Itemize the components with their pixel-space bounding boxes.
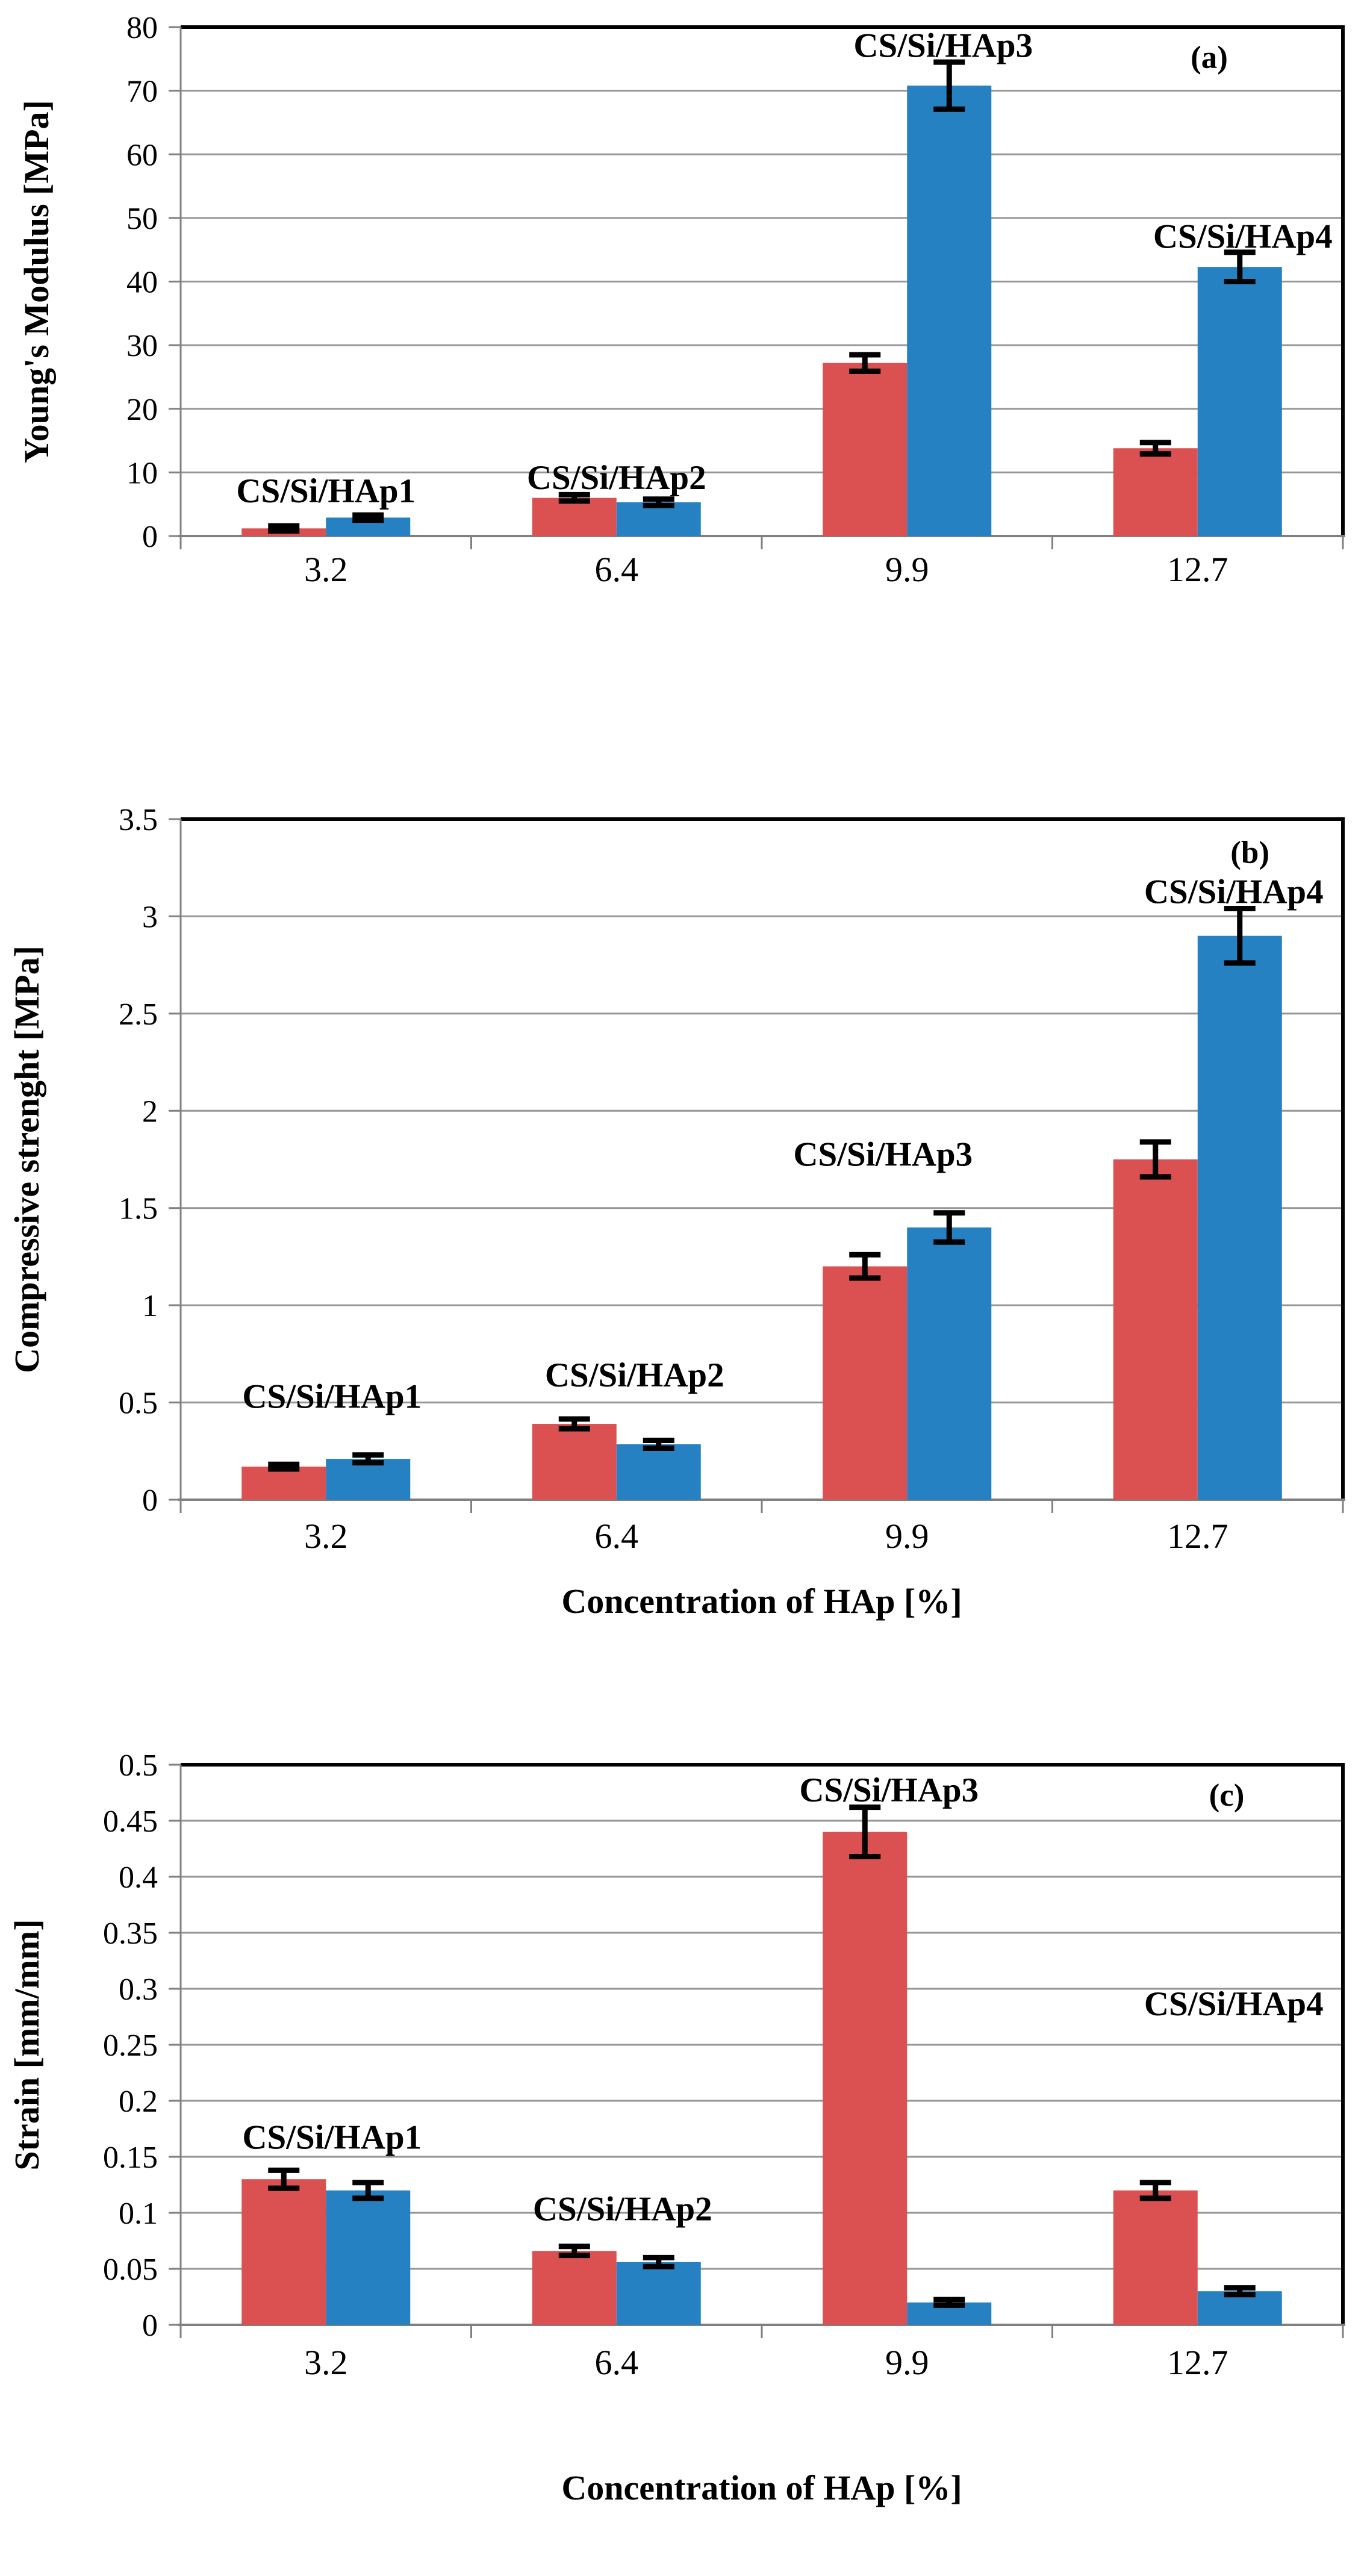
y-axis-title: Compressive strenght [MPa] xyxy=(7,946,46,1373)
y-tick-label: 0.3 xyxy=(119,1973,158,2007)
bar-blue-6.4 xyxy=(616,2262,701,2325)
x-category-label: 12.7 xyxy=(1167,1517,1228,1556)
y-tick-label: 3 xyxy=(142,900,158,934)
y-tick-label: 0.25 xyxy=(103,2029,158,2063)
y-tick-label: 0.15 xyxy=(103,2141,158,2175)
x-category-label: 3.2 xyxy=(304,1517,348,1556)
x-axis-title: Concentration of HAp [%] xyxy=(561,2468,962,2507)
y-tick-label: 0 xyxy=(142,1483,158,1518)
bar-red-9.9 xyxy=(823,363,908,536)
y-tick-label: 50 xyxy=(126,202,158,236)
bar-red-12.7 xyxy=(1113,2190,1198,2325)
y-tick-label: 60 xyxy=(126,138,158,172)
x-category-label: 12.7 xyxy=(1167,2343,1228,2382)
y-tick-label: 3.5 xyxy=(119,803,158,837)
y-tick-label: 0 xyxy=(142,520,158,554)
bar-blue-3.2 xyxy=(326,2190,411,2325)
chart-panel-c: 0 0.05 0.1 0.15 0.2 0.25 0.3 0.35 0.4 0.45 0.5 3.2 6… xyxy=(0,1644,1370,2576)
x-category-label: 12.7 xyxy=(1167,550,1228,589)
bar-chart-a: 0 10 20 30 40 50 60 70 80 3.2 6.4 9.9 12.7 CS/Si/HAp1… xyxy=(17,11,1345,589)
x-category-label: 3.2 xyxy=(304,550,348,589)
y-tick-label: 2.5 xyxy=(119,997,158,1032)
panel-letter: (c) xyxy=(1209,1778,1245,1813)
panel-letter: (a) xyxy=(1191,40,1228,75)
bar-blue-9.9 xyxy=(907,1227,992,1500)
bar-red-6.4 xyxy=(532,1424,617,1500)
x-category-label: 9.9 xyxy=(885,2343,929,2382)
y-tick-label: 20 xyxy=(126,393,158,427)
series-annotation: CS/Si/HAp4 xyxy=(1153,217,1333,255)
bar-blue-9.9 xyxy=(907,86,992,537)
y-tick-label: 2 xyxy=(142,1094,158,1129)
y-tick-label: 1 xyxy=(142,1289,158,1323)
y-tick-label: 0.5 xyxy=(119,1748,158,1783)
y-tick-label: 80 xyxy=(126,11,158,45)
series-annotation: CS/Si/HAp3 xyxy=(853,27,1033,65)
y-tick-label: 0.2 xyxy=(119,2085,158,2119)
y-tick-label: 0.1 xyxy=(119,2197,158,2231)
bar-red-3.2 xyxy=(241,2179,326,2325)
bar-blue-6.4 xyxy=(616,1444,701,1500)
series-annotation: CS/Si/HAp3 xyxy=(793,1135,973,1173)
series-annotation: CS/Si/HAp2 xyxy=(527,459,706,497)
bar-red-3.2 xyxy=(241,1467,326,1500)
x-category-label: 9.9 xyxy=(885,550,929,589)
y-tick-label: 0.5 xyxy=(119,1386,158,1421)
y-tick-label: 0.05 xyxy=(103,2253,158,2287)
panel-letter: (b) xyxy=(1230,835,1269,870)
bar-red-12.7 xyxy=(1113,1159,1198,1500)
series-annotation: CS/Si/HAp4 xyxy=(1144,1985,1324,2023)
bar-red-9.9 xyxy=(823,1832,908,2325)
bar-red-12.7 xyxy=(1113,448,1198,536)
y-tick-label: 40 xyxy=(126,266,158,300)
x-category-label: 6.4 xyxy=(595,2343,639,2382)
series-annotation: CS/Si/HAp1 xyxy=(236,472,416,510)
bar-red-6.4 xyxy=(532,2251,617,2325)
series-annotation: CS/Si/HAp3 xyxy=(799,1771,979,1809)
chart-panel-a: 0 10 20 30 40 50 60 70 80 3.2 6.4 9.9 12.7 CS/Si/HAp1… xyxy=(0,0,1370,771)
y-tick-label: 1.5 xyxy=(119,1192,158,1226)
series-annotation: CS/Si/HAp2 xyxy=(545,1356,724,1394)
series-annotation: CS/Si/HAp4 xyxy=(1144,873,1324,911)
y-axis-title: Strain [mm/mm] xyxy=(7,1919,46,2170)
y-tick-label: 30 xyxy=(126,329,158,363)
bar-red-9.9 xyxy=(823,1266,908,1500)
y-tick-label: 70 xyxy=(126,75,158,109)
y-tick-label: 0 xyxy=(142,2309,158,2343)
y-tick-label: 10 xyxy=(126,456,158,490)
y-tick-label: 0.35 xyxy=(103,1916,158,1951)
series-annotation: CS/Si/HAp2 xyxy=(533,2191,712,2228)
chart-panel-b: 0 0.5 1 1.5 2 2.5 3 3.5 3.2 6.4 9.9 12.7 CS/Si/HAp1 C… xyxy=(0,771,1370,1644)
y-tick-label: 0.45 xyxy=(103,1804,158,1839)
x-category-label: 6.4 xyxy=(595,550,639,589)
bar-blue-3.2 xyxy=(326,1459,411,1500)
series-annotation: CS/Si/HAp1 xyxy=(242,1377,422,1415)
y-axis-title: Young's Modulus [MPa] xyxy=(17,100,56,463)
x-category-label: 3.2 xyxy=(304,2343,348,2382)
bar-blue-12.7 xyxy=(1197,267,1282,536)
x-category-label: 6.4 xyxy=(595,1517,639,1556)
x-axis-title: Concentration of HAp [%] xyxy=(561,1582,962,1621)
bar-chart-b: 0 0.5 1 1.5 2 2.5 3 3.5 3.2 6.4 9.9 12.7 CS/Si/HAp1 C… xyxy=(7,803,1345,1621)
bar-red-6.4 xyxy=(532,497,617,536)
bar-blue-12.7 xyxy=(1197,935,1282,1500)
x-category-label: 9.9 xyxy=(885,1517,929,1556)
bar-chart-c: 0 0.05 0.1 0.15 0.2 0.25 0.3 0.35 0.4 0.45 0.5 3.2 6… xyxy=(7,1748,1345,2507)
series-annotation: CS/Si/HAp1 xyxy=(242,2119,422,2157)
y-tick-label: 0.4 xyxy=(119,1860,158,1895)
